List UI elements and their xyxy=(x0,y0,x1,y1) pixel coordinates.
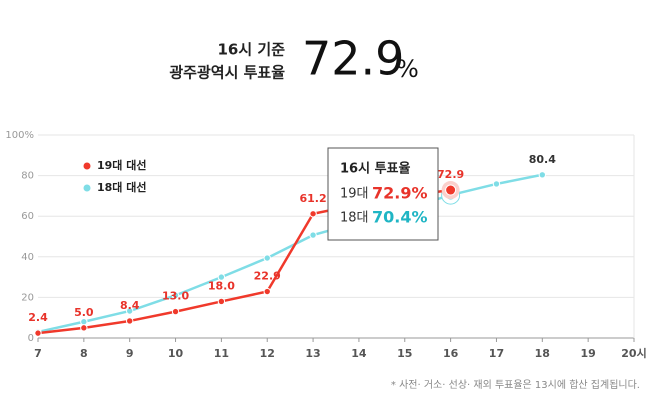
point xyxy=(492,180,501,188)
point xyxy=(217,297,226,306)
tooltip-box xyxy=(327,147,439,241)
y-tick-label: 80 xyxy=(21,171,34,182)
point xyxy=(445,184,457,196)
footnote: * 사전· 거소· 선상· 재외 투표율은 13시에 합산 집계됩니다. xyxy=(391,378,640,391)
legend-marker xyxy=(83,184,91,192)
header-line2: 광주광역시 투표율 xyxy=(169,64,285,82)
y-tick-label: 100% xyxy=(5,130,34,141)
point xyxy=(171,291,180,300)
point xyxy=(80,324,88,332)
x-tick-label: 8 xyxy=(80,347,88,360)
point xyxy=(80,318,88,326)
value-label: 13.0 xyxy=(162,290,189,303)
legend-label: 18대 대선 xyxy=(97,180,147,194)
y-tick-label: 40 xyxy=(21,252,34,263)
point xyxy=(171,307,180,316)
x-tick-label: 16 xyxy=(443,347,459,360)
value-label: 72.9 xyxy=(437,168,464,181)
legend-label: 19대 대선 xyxy=(97,158,147,172)
value-label: 18.0 xyxy=(208,279,235,292)
x-tick-label: 15 xyxy=(397,347,412,360)
point xyxy=(538,171,547,179)
point xyxy=(125,307,134,315)
x-tick-label: 19 xyxy=(580,347,595,360)
big-value: 72.9 xyxy=(302,32,404,86)
x-tick-label: 14 xyxy=(351,347,367,360)
y-tick-label: 20 xyxy=(21,292,34,303)
x-tick-label: 10 xyxy=(168,347,184,360)
value-label: 2.4 xyxy=(28,311,48,324)
point xyxy=(263,254,271,262)
value-label: 22.9 xyxy=(254,270,281,283)
tooltip-value: 70.4% xyxy=(372,208,428,227)
header-line1: 16시 기준 xyxy=(218,41,286,59)
tooltip-title: 16시 투표율 xyxy=(340,161,410,177)
big-unit: % xyxy=(396,55,419,83)
point xyxy=(309,210,317,218)
point xyxy=(125,317,134,325)
tooltip-value: 72.9% xyxy=(372,184,428,203)
tooltip-label: 19대 xyxy=(340,187,369,202)
x-tick-label: 18 xyxy=(535,347,550,360)
tooltip-label: 18대 xyxy=(340,211,369,226)
value-label: 8.4 xyxy=(120,299,140,312)
point xyxy=(309,231,317,239)
x-tick-label: 13 xyxy=(305,347,320,360)
y-tick-label: 60 xyxy=(21,211,34,222)
y-tick-label: 0 xyxy=(28,333,34,344)
value-label: 5.0 xyxy=(74,306,94,319)
x-tick-label: 20시 xyxy=(621,347,646,360)
legend-marker xyxy=(83,162,91,170)
point xyxy=(34,329,42,337)
x-tick-label: 7 xyxy=(34,347,42,360)
value-label: 61.2 xyxy=(300,192,327,205)
x-tick-label: 9 xyxy=(126,347,134,360)
point xyxy=(217,273,226,281)
value-label: 80.4 xyxy=(529,153,556,166)
point xyxy=(263,287,271,296)
x-tick-label: 11 xyxy=(214,347,229,360)
x-tick-label: 12 xyxy=(260,347,275,360)
tooltip: 16시 투표율 19대 72.9%18대 70.4% xyxy=(327,147,439,241)
x-tick-label: 17 xyxy=(489,347,504,360)
